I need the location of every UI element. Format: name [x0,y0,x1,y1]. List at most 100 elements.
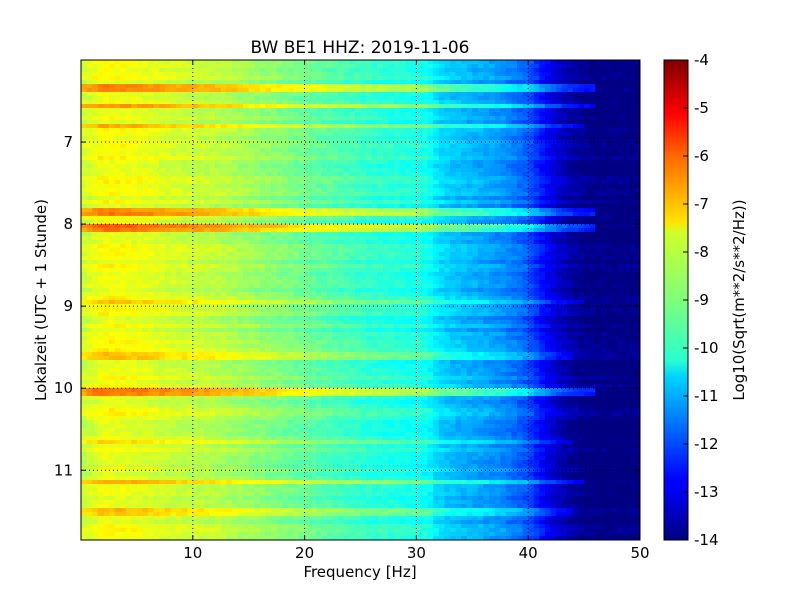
heatmap-cell [293,152,300,157]
heatmap-cell [271,72,278,77]
heatmap-cell [623,160,630,165]
heatmap-cell [248,232,255,237]
heatmap-cell [382,116,390,121]
heatmap-cell [108,68,116,73]
heatmap-cell [220,84,227,89]
heatmap-cell [567,232,574,237]
heatmap-cell [148,204,155,209]
heatmap-cell [410,148,417,153]
heatmap-cell [572,76,580,81]
heatmap-cell [494,248,501,253]
heatmap-cell [231,208,239,213]
heatmap-cell [181,224,188,229]
heatmap-cell [628,192,636,197]
heatmap-cell [556,68,563,73]
heatmap-cell [354,112,362,117]
heatmap-cell [595,220,602,225]
heatmap-cell [477,256,485,261]
heatmap-cell [198,80,205,85]
heatmap-cell [600,68,608,73]
heatmap-cell [382,224,390,229]
heatmap-cell [271,212,278,217]
heatmap-cell [125,68,132,73]
heatmap-cell [259,100,267,105]
heatmap-cell [192,212,199,217]
heatmap-cell [449,216,457,221]
heatmap-cell [215,236,222,241]
heatmap-cell [394,152,401,157]
heatmap-cell [539,176,546,181]
heatmap-cell [136,132,144,137]
heatmap-cell [572,156,580,161]
heatmap-cell [444,128,451,133]
heatmap-cell [326,152,334,157]
heatmap-cell [461,204,468,209]
heatmap-cell [81,84,88,89]
heatmap-cell [343,64,350,69]
heatmap-cell [533,60,540,65]
heatmap-cell [572,212,580,217]
heatmap-cell [567,184,574,189]
heatmap-cell [544,180,552,185]
heatmap-cell [606,192,613,197]
heatmap-cell [203,208,211,213]
heatmap-cell [326,96,334,101]
heatmap-cell [589,104,596,109]
heatmap-cell [131,144,138,149]
heatmap-cell [265,100,272,105]
heatmap-cell [164,168,172,173]
heatmap-cell [215,248,222,253]
heatmap-cell [628,204,636,209]
heatmap-cell [108,136,116,141]
heatmap-cell [410,160,417,165]
heatmap-cell [634,208,640,213]
heatmap-cell [136,140,144,145]
heatmap-cell [159,192,166,197]
heatmap-cell [634,100,640,105]
heatmap-cell [299,164,306,169]
heatmap-cell [533,112,540,117]
heatmap-cell [628,120,636,125]
heatmap-cell [192,116,199,121]
heatmap-cell [131,256,138,261]
heatmap-cell [444,140,451,145]
heatmap-cell [371,176,378,181]
heatmap-cell [243,60,250,65]
heatmap-cell [433,156,440,161]
heatmap-cell [494,72,501,77]
heatmap-cell [584,92,591,97]
heatmap-cell [572,248,580,253]
heatmap-cell [114,224,121,229]
heatmap-cell [589,152,596,157]
heatmap-cell [433,108,440,113]
heatmap-cell [628,252,636,257]
heatmap-cell [136,144,144,149]
heatmap-cell [483,148,490,153]
heatmap-cell [617,216,624,221]
heatmap-cell [276,148,283,153]
heatmap-cell [299,124,306,129]
heatmap-cell [388,160,395,165]
heatmap-cell [81,160,88,165]
heatmap-cell [271,140,278,145]
heatmap-cell [371,80,378,85]
heatmap-cell [472,136,479,141]
heatmap-cell [466,252,473,257]
heatmap-cell [567,196,574,201]
heatmap-cell [159,184,166,189]
heatmap-cell [360,188,367,193]
heatmap-cell [103,92,110,97]
heatmap-cell [114,132,121,137]
heatmap-cell [271,144,278,149]
heatmap-cell [243,220,250,225]
heatmap-cell [427,236,434,241]
heatmap-cell [500,128,507,133]
heatmap-cell [449,256,457,261]
heatmap-cell [561,108,568,113]
heatmap-cell [421,176,429,181]
heatmap-cell [254,248,261,253]
heatmap-cell [617,60,624,65]
heatmap-cell [489,136,496,141]
heatmap-cell [360,236,367,241]
heatmap-cell [433,124,440,129]
